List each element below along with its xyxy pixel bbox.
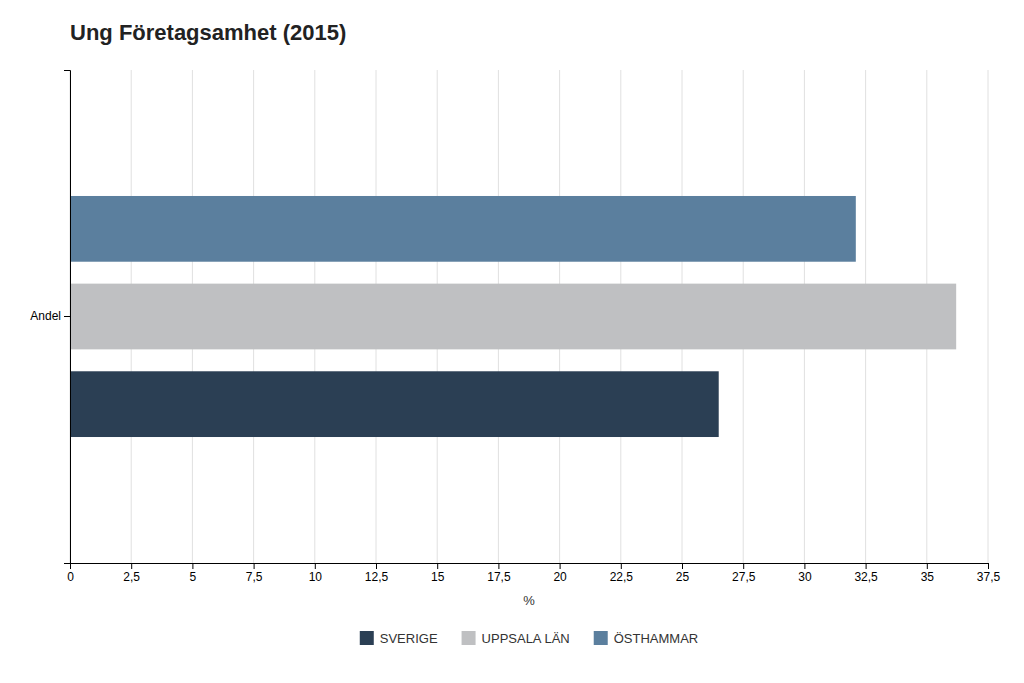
grid-line <box>988 70 989 563</box>
tick-label: 2,5 <box>123 570 140 584</box>
tick-label: 12,5 <box>365 570 389 584</box>
tick-label: Andel <box>30 309 61 323</box>
tick-label: 32,5 <box>854 570 878 584</box>
tick: 5 <box>190 563 197 584</box>
tick-label: 7,5 <box>246 570 263 584</box>
tick-label: 27,5 <box>732 570 756 584</box>
tick: 35 <box>921 563 935 584</box>
tick: 30 <box>798 563 812 584</box>
tick-label: 5 <box>190 570 197 584</box>
tick: 32,5 <box>854 563 878 584</box>
tick-mark <box>437 563 438 569</box>
bar <box>70 371 719 437</box>
x-axis: 0 2,5 5 7,5 10 12,5 15 17,5 20 22,5 25 27,5 30 32,5 35… <box>67 563 1000 584</box>
tick-label: 0 <box>67 570 74 584</box>
axis-domain <box>64 71 71 564</box>
tick: 12,5 <box>365 563 389 584</box>
tick-label: 17,5 <box>487 570 511 584</box>
legend-label: UPPSALA LÄN <box>482 631 570 646</box>
bar <box>70 284 956 350</box>
tick-label: 10 <box>309 570 323 584</box>
legend-item: UPPSALA LÄN <box>462 631 570 646</box>
tick-mark <box>804 563 805 569</box>
bar <box>70 196 856 262</box>
tick-mark <box>376 563 377 569</box>
axis-domain <box>71 564 989 570</box>
title: Ung Företagsamhet (2015) <box>70 20 346 45</box>
legend-swatch <box>594 631 608 645</box>
tick-label: 30 <box>798 570 812 584</box>
legend-item: ÖSTHAMMAR <box>594 631 699 646</box>
legend-swatch <box>462 631 476 645</box>
legend-label: SVERIGE <box>380 631 438 646</box>
tick-mark <box>254 563 255 569</box>
tick-mark <box>927 563 928 569</box>
y-axis: Andel <box>30 71 70 564</box>
legend-label: ÖSTHAMMAR <box>614 631 699 646</box>
tick-mark <box>743 563 744 569</box>
tick: Andel <box>30 309 70 323</box>
tick: 22,5 <box>610 563 634 584</box>
x-axis-title: % <box>523 593 535 608</box>
tick: 27,5 <box>732 563 756 584</box>
tick-mark <box>866 563 867 569</box>
legend-swatch <box>360 631 374 645</box>
tick: 7,5 <box>246 563 263 584</box>
tick: 25 <box>676 563 690 584</box>
tick-mark <box>621 563 622 569</box>
tick-mark <box>131 563 132 569</box>
tick-label: 35 <box>921 570 935 584</box>
tick-label: 25 <box>676 570 690 584</box>
tick-label: 37,5 <box>977 570 1001 584</box>
tick: 37,5 <box>977 563 1001 584</box>
legend: SVERIGE UPPSALA LÄN ÖSTHAMMAR <box>360 631 698 646</box>
tick: 0 <box>67 563 74 584</box>
tick-mark <box>498 563 499 569</box>
tick-label: 15 <box>431 570 445 584</box>
tick-label: 20 <box>553 570 567 584</box>
tick-mark <box>682 563 683 569</box>
tick: 20 <box>553 563 567 584</box>
tick: 15 <box>431 563 445 584</box>
tick: 17,5 <box>487 563 511 584</box>
tick-label: 22,5 <box>610 570 634 584</box>
legend-item: SVERIGE <box>360 631 438 646</box>
plot: 0 2,5 5 7,5 10 12,5 15 17,5 20 22,5 25 27,5 30 32,5 35… <box>30 70 1000 584</box>
tick: 2,5 <box>123 563 140 584</box>
tick-mark <box>988 563 989 569</box>
tick-mark <box>315 563 316 569</box>
tick-mark <box>192 563 193 569</box>
tick-mark <box>64 316 70 317</box>
chart: Ung Företagsamhet (2015) 0 2,5 5 7,5 10 12,5 15… <box>0 0 1024 683</box>
tick: 10 <box>309 563 323 584</box>
bars <box>70 196 956 437</box>
grid <box>70 70 988 563</box>
tick-mark <box>560 563 561 569</box>
